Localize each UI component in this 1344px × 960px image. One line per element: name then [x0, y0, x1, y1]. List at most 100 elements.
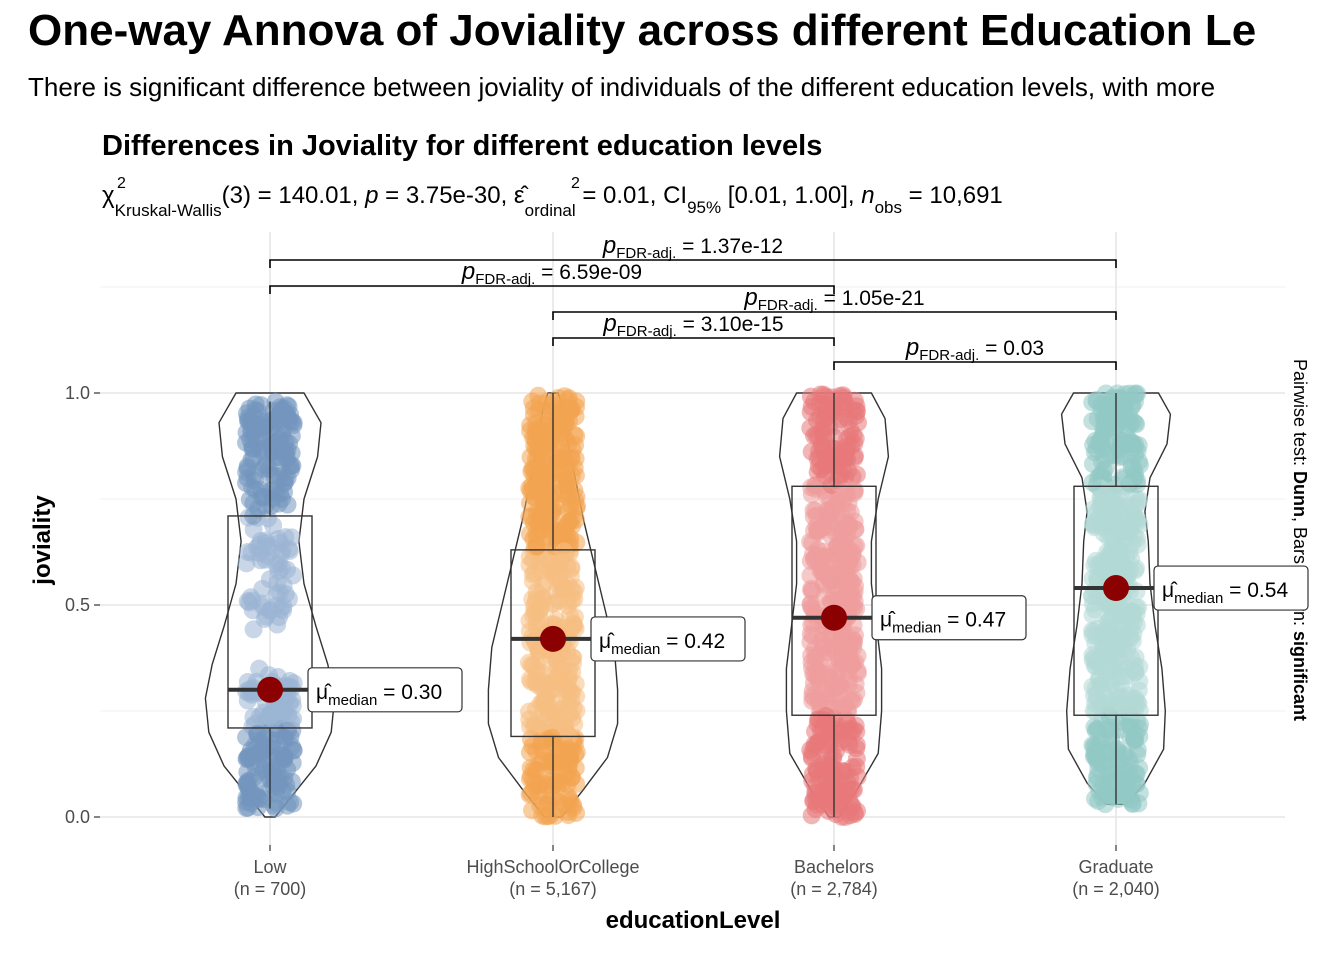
- x-tick-n: (n = 2,784): [790, 879, 878, 899]
- page-subtitle: There is significant difference between …: [28, 72, 1216, 102]
- data-point: [1108, 743, 1127, 762]
- data-point: [262, 496, 281, 515]
- median-point: [821, 604, 847, 631]
- data-point: [282, 772, 301, 791]
- data-point: [561, 620, 580, 639]
- boxplots: [227, 393, 1159, 817]
- data-point: [520, 743, 539, 762]
- data-point: [1111, 497, 1130, 516]
- data-point: [1130, 455, 1149, 474]
- ci-range: [0.01, 1.00]: [728, 182, 848, 209]
- data-point: [802, 646, 821, 665]
- data-point: [560, 705, 579, 724]
- bracket-line: [269, 285, 835, 294]
- data-point: [1118, 418, 1137, 437]
- data-point: [246, 395, 265, 414]
- chart-title: Differences in Joviality for different e…: [102, 130, 822, 162]
- data-point: [238, 592, 257, 611]
- data-point: [275, 750, 294, 769]
- data-point: [244, 520, 263, 539]
- median-point: [257, 676, 283, 703]
- median-label-Low: μ̂median = 0.30: [283, 667, 463, 713]
- ci-label: CI: [663, 182, 687, 209]
- data-point: [807, 411, 826, 430]
- data-point: [1084, 701, 1103, 720]
- data-point: [521, 717, 540, 736]
- data-point: [1083, 473, 1102, 492]
- median-label-text: μ̂median = 0.30: [316, 681, 442, 709]
- data-point: [818, 501, 837, 520]
- median-value: 0.30: [401, 681, 442, 704]
- data-point: [546, 704, 565, 723]
- p-sub: FDR-adj.: [919, 347, 979, 364]
- median-symbol: μ̂: [880, 609, 896, 632]
- pairwise-note-prefix: Pairwise test:: [1290, 359, 1310, 471]
- median-symbol: μ̂: [599, 630, 615, 653]
- data-point: [1130, 758, 1149, 777]
- data-point: [832, 397, 851, 416]
- p-symbol: p: [602, 232, 616, 259]
- data-point: [812, 632, 831, 651]
- data-point: [1093, 775, 1112, 794]
- data-point: [260, 570, 279, 589]
- median-label-HighSchoolOrCollege: μ̂median = 0.42: [566, 616, 746, 662]
- data-point: [268, 615, 287, 634]
- median-label-Graduate: μ̂median = 0.54: [1129, 565, 1309, 611]
- data-point: [822, 455, 841, 474]
- data-point: [527, 700, 546, 719]
- data-point: [550, 410, 569, 429]
- median-point: [540, 625, 566, 652]
- median-label-box: [1153, 565, 1309, 611]
- median-label-box: [871, 595, 1027, 641]
- p-value: 3.75e-30: [406, 182, 501, 209]
- y-tick-label: 0.0: [65, 807, 90, 827]
- n-value: 10,691: [929, 182, 1002, 209]
- median-sub: median: [328, 692, 377, 709]
- p-equals: =: [677, 313, 701, 336]
- violin-Graduate: [1060, 392, 1172, 805]
- x-tick-label: Low: [253, 857, 287, 877]
- median-label-text: μ̂median = 0.47: [880, 609, 1006, 637]
- data-point: [282, 712, 301, 731]
- data-point: [276, 432, 295, 451]
- pairwise-test-name: Dunn: [1290, 471, 1310, 517]
- data-point: [834, 639, 853, 658]
- x-tick-label: Bachelors: [794, 857, 874, 877]
- n-symbol: n: [861, 182, 874, 209]
- data-point: [815, 754, 834, 773]
- p-symbol: p: [461, 258, 475, 285]
- p-sub: FDR-adj.: [617, 323, 677, 340]
- bracket-label: pFDR-adj. = 3.10e-15: [602, 310, 783, 340]
- effect-value: 0.01: [603, 182, 650, 209]
- x-axis-label: educationLevel: [606, 907, 781, 934]
- data-point: [558, 475, 577, 494]
- data-point: [543, 728, 562, 747]
- data-point: [1105, 642, 1124, 661]
- data-point: [1091, 430, 1110, 449]
- data-point: [846, 406, 865, 425]
- data-point: [260, 601, 279, 620]
- bracket: pFDR-adj. = 0.03: [833, 334, 1117, 370]
- data-point: [554, 542, 573, 561]
- median-value: 0.47: [965, 609, 1006, 632]
- data-point: [269, 530, 288, 549]
- stats-subtitle: χKruskal-Wallis(3) = 140.01, p = 3.75e-3…: [102, 182, 1003, 220]
- data-point: [1120, 474, 1139, 493]
- data-point: [527, 511, 546, 530]
- p-symbol: p: [743, 284, 757, 311]
- p-symbol: p: [364, 182, 378, 209]
- data-point: [1127, 605, 1146, 624]
- data-point: [1129, 436, 1148, 455]
- data-point: [277, 560, 296, 579]
- data-point: [1088, 721, 1107, 740]
- data-point: [531, 441, 550, 460]
- data-point: [810, 394, 829, 413]
- data-point: [237, 776, 256, 795]
- data-point: [265, 466, 284, 485]
- data-point: [1094, 524, 1113, 543]
- data-point: [261, 706, 280, 725]
- p-equals: =: [818, 287, 842, 310]
- pairwise-shown: significant: [1290, 631, 1310, 721]
- p-sub: FDR-adj.: [616, 245, 676, 262]
- data-point: [558, 513, 577, 532]
